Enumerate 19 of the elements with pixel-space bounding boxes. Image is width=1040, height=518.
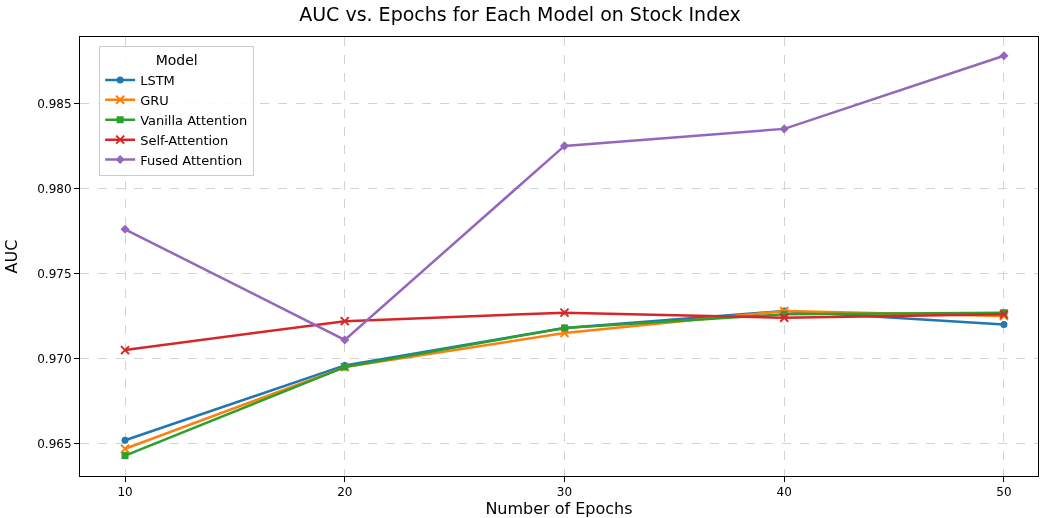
y-tick-label: 0.980 (37, 181, 72, 196)
y-tick-label: 0.985 (37, 96, 72, 111)
x-tick-label: 50 (996, 485, 1012, 500)
legend-label: Vanilla Attention (140, 112, 248, 128)
legend-title: Model (155, 51, 198, 68)
y-axis-title: AUC (2, 239, 22, 274)
legend-label: GRU (140, 92, 169, 108)
x-tick-label: 10 (117, 485, 133, 500)
x-tick-label: 40 (776, 485, 792, 500)
x-tick-label: 30 (556, 485, 573, 500)
x-tick-label: 20 (337, 485, 353, 500)
legend-label: Fused Attention (140, 152, 243, 168)
y-tick-label: 0.965 (37, 436, 72, 451)
y-tick-label: 0.975 (37, 266, 72, 281)
legend-label: LSTM (140, 73, 175, 88)
y-tick-label: 0.970 (37, 351, 72, 366)
chart-title: AUC vs. Epochs for Each Model on Stock Index (299, 3, 741, 26)
legend-label: Self-Attention (140, 132, 229, 148)
x-axis-title: Number of Epochs (485, 499, 633, 518)
